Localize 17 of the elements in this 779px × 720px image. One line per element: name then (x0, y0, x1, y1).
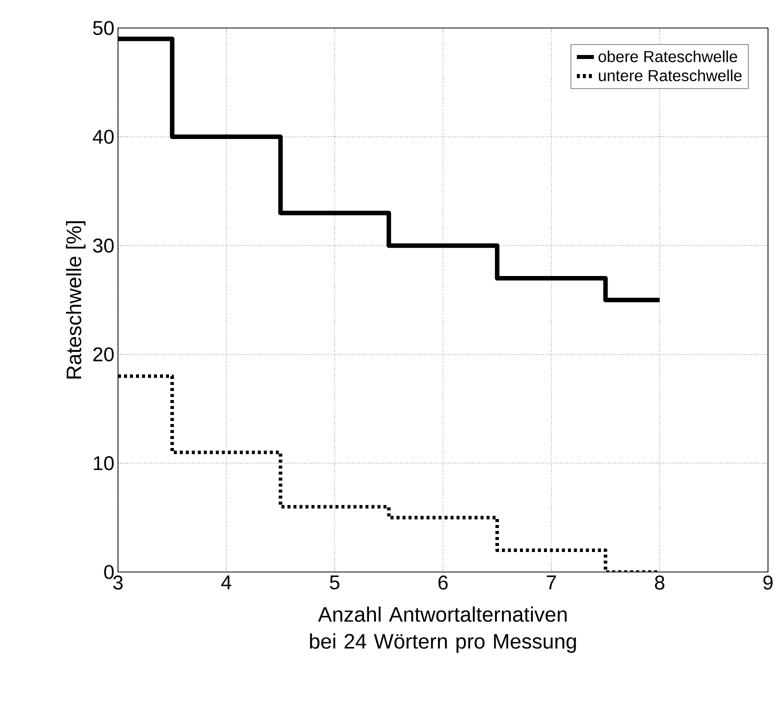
y-tick-label: 20 (93, 347, 114, 362)
x-tick-label: 6 (438, 576, 448, 590)
y-axis-title: Rateschwelle [%] (66, 221, 86, 379)
y-tick-label: 0 (104, 564, 114, 580)
x-tick-label: 7 (546, 576, 556, 590)
x-tick-label: 4 (221, 576, 232, 590)
x-tick-label: 8 (654, 576, 664, 590)
y-tick-label: 40 (92, 130, 114, 144)
y-tick-label: 10 (94, 456, 114, 470)
legend-label: obere Rateschwelle (598, 50, 738, 62)
x-axis-title: Anzahl Antwortalternativen bei 24 Wörtern pro Messung (310, 606, 576, 653)
y-tick-label: 50 (93, 20, 114, 36)
x-tick-label: 3 (113, 576, 123, 590)
y-tick-label: 30 (93, 238, 114, 253)
x-tick-label: 5 (330, 576, 340, 590)
legend-label: untere Rateschwelle (598, 70, 742, 82)
x-tick-label: 9 (763, 576, 773, 590)
